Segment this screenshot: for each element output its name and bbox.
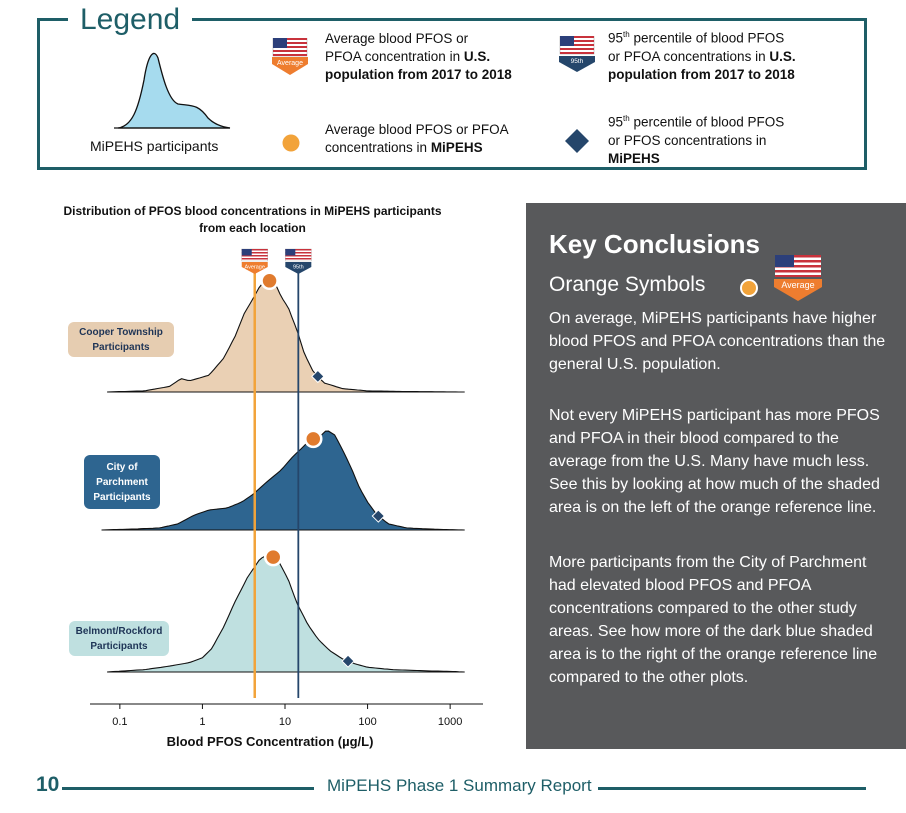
- mipehs-average-dot-icon: [282, 134, 300, 152]
- conclusion-para-3: More participants from the City of Parch…: [549, 554, 878, 686]
- legend-box: [37, 18, 867, 170]
- legend-mipehs-label: MiPEHS participants: [90, 138, 219, 154]
- us-average-flag-icon: Average: [272, 38, 308, 75]
- legend-mi-95-num: 95: [608, 114, 624, 130]
- legend-us-average-text: Average blood PFOS or PFOA concentration…: [325, 30, 545, 84]
- legend-us-95-line1: percentile of blood PFOS: [629, 30, 785, 46]
- label-parchment: City of Parchment Participants: [84, 455, 160, 509]
- label-belmont-1: Belmont/Rockford: [75, 625, 163, 637]
- label-belmont-2: Participants: [90, 640, 148, 652]
- p95-diamond-0: [311, 369, 325, 384]
- legend-us-95-bold2: U.S.: [769, 48, 796, 64]
- key-conclusions-title: Key Conclusions: [549, 229, 760, 259]
- label-parch-3: Participants: [93, 491, 151, 503]
- ridgeline-chart: Average 95th: [90, 248, 483, 709]
- label-belmont: Belmont/Rockford Participants: [69, 621, 169, 656]
- legend-us-95-sup: th: [623, 30, 630, 39]
- legend-us-95-bold3: population from 2017 to 2018: [608, 66, 795, 82]
- footer-report-title: MiPEHS Phase 1 Summary Report: [327, 776, 592, 795]
- label-cooper: Cooper Township Participants: [68, 322, 174, 357]
- legend-mipehs-average-text: Average blood PFOS or PFOA concentration…: [325, 121, 545, 157]
- x-axis-label: Blood PFOS Concentration (µg/L): [166, 734, 374, 749]
- legend-mi-95-sup: th: [623, 114, 630, 123]
- x-tick-label: 1000: [437, 716, 463, 728]
- legend-us-avg-bold2: U.S.: [463, 49, 491, 64]
- conclusion-para-2: Not every MiPEHS participant has more PF…: [549, 407, 880, 516]
- legend-us-95-num: 95: [608, 30, 624, 46]
- density-ridge-0: [107, 279, 465, 393]
- chart-us-95th-flag: 95th: [285, 248, 312, 274]
- flag-95-text: 95th: [571, 58, 584, 65]
- legend-mi-avg-bold2: MiPEHS: [430, 140, 483, 155]
- page-number: 10: [36, 773, 60, 796]
- mipehs-95th-diamond-icon: [565, 129, 589, 153]
- label-parch-2: Parchment: [96, 476, 148, 488]
- footer-rule-right: [598, 787, 866, 790]
- legend-us-95th-text: 95th percentile of blood PFOS or PFOA co…: [608, 26, 848, 84]
- legend-us-95-line2: or PFOA concentrations in: [608, 48, 770, 64]
- label-parch-1: City of: [106, 461, 138, 473]
- mipehs-density-icon: [114, 52, 231, 129]
- p95-diamond-2: [341, 654, 355, 668]
- average-flag-icon: Average: [774, 255, 822, 301]
- key-conclusions-panel: Key Conclusions Orange Symbols Average O…: [526, 203, 906, 749]
- svg-text:Average: Average: [245, 265, 265, 271]
- density-ridge-2: [107, 554, 465, 673]
- legend-mi-95-line1: percentile of blood PFOS: [629, 114, 785, 130]
- x-tick-label: 1: [199, 716, 206, 728]
- chart-us-average-flag: Average: [241, 248, 268, 274]
- x-tick-label: 0.1: [112, 716, 128, 728]
- legend-mipehs-95th-text: 95th percentile of blood PFOS or PFOS co…: [608, 110, 848, 168]
- flag-avg-text: Average: [277, 60, 303, 67]
- average-dot-2: [263, 547, 283, 567]
- label-cooper-1: Cooper Township: [79, 326, 163, 338]
- x-tick-label: 100: [358, 716, 377, 728]
- conclusion-para-1: On average, MiPEHS participants have hig…: [549, 310, 886, 373]
- us-95th-flag-icon: 95th: [559, 36, 595, 72]
- chart-title: Distribution of PFOS blood concentration…: [63, 204, 442, 235]
- density-ridge-1: [101, 430, 465, 531]
- svg-text:95th: 95th: [293, 265, 304, 271]
- orange-dot-icon: [740, 279, 758, 297]
- legend-title: Legend: [68, 0, 193, 40]
- average-dot-1: [304, 429, 323, 449]
- orange-symbols-subtitle: Orange Symbols: [549, 273, 706, 296]
- footer-rule-left: [62, 787, 314, 790]
- legend-mi-95-bold3: MiPEHS: [608, 150, 660, 166]
- legend-mi-avg-line2: concentrations in: [325, 140, 431, 155]
- legend-mi-95-line2: or PFOS concentrations in: [608, 132, 767, 148]
- p95-diamond-1: [371, 509, 386, 523]
- legend-mi-avg-line1: Average blood PFOS or PFOA: [325, 122, 509, 137]
- x-tick-label: 10: [278, 716, 292, 728]
- kc-flag-text: Average: [781, 280, 814, 290]
- average-dot-0: [260, 271, 279, 291]
- label-cooper-2: Participants: [92, 341, 150, 353]
- legend-us-avg-line2: PFOA concentration in: [325, 49, 464, 64]
- legend-us-avg-bold3: population from 2017 to 2018: [325, 67, 512, 82]
- legend-us-avg-line1: Average blood PFOS or: [325, 31, 469, 46]
